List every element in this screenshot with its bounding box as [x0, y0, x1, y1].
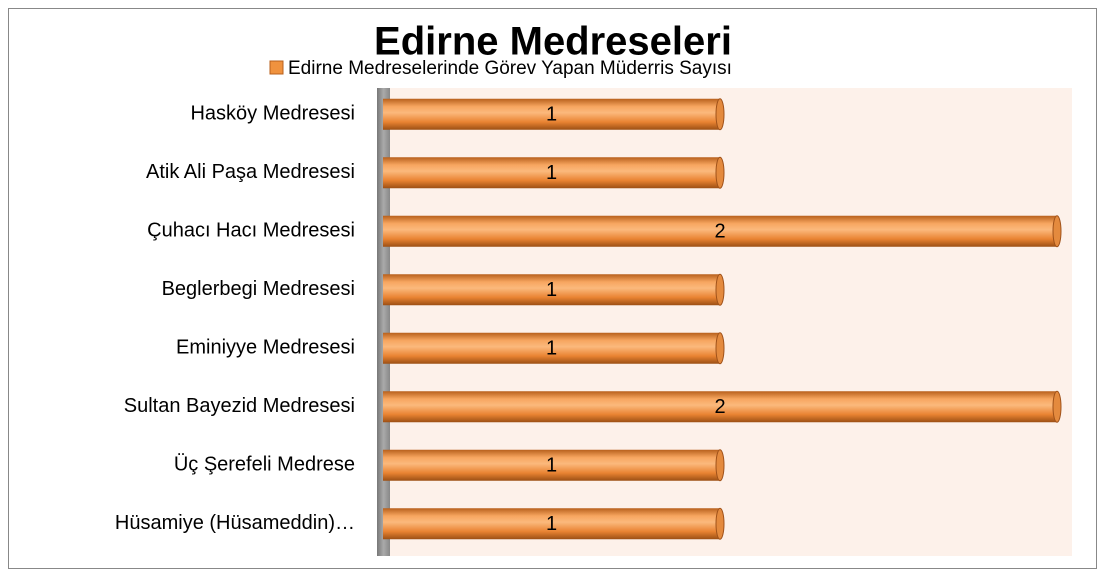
data-label: 2 — [714, 396, 725, 418]
bar — [383, 390, 1062, 423]
bar — [383, 332, 725, 365]
bar — [383, 449, 725, 482]
y-tick-label: Hüsamiye (Hüsameddin)… — [115, 512, 355, 534]
bar — [383, 215, 1062, 248]
axis-wall — [377, 88, 390, 556]
data-label: 2 — [714, 221, 725, 243]
bar — [383, 507, 725, 540]
legend-label: Edirne Medreselerinde Görev Yapan Müderr… — [288, 58, 732, 79]
y-tick-label: Üç Şerefeli Medrese — [174, 454, 355, 476]
legend-swatch — [269, 60, 284, 75]
y-tick-label: Hasköy Medresesi — [190, 103, 355, 125]
y-tick-label: Sultan Bayezid Medresesi — [124, 395, 355, 417]
data-label: 1 — [546, 455, 557, 477]
y-tick-label: Atik Ali Paşa Medresesi — [146, 161, 355, 183]
bar — [383, 156, 725, 189]
y-tick-label: Beglerbegi Medresesi — [162, 278, 355, 300]
bar — [383, 273, 725, 306]
bar — [383, 98, 725, 131]
data-label: 1 — [546, 338, 557, 360]
data-label: 1 — [546, 104, 557, 126]
y-tick-label: Çuhacı Hacı Medresesi — [147, 220, 355, 242]
data-label: 1 — [546, 513, 557, 535]
data-label: 1 — [546, 279, 557, 301]
data-label: 1 — [546, 162, 557, 184]
chart-title: Edirne Medreseleri — [374, 20, 732, 64]
y-tick-label: Eminiyye Medresesi — [176, 337, 355, 359]
